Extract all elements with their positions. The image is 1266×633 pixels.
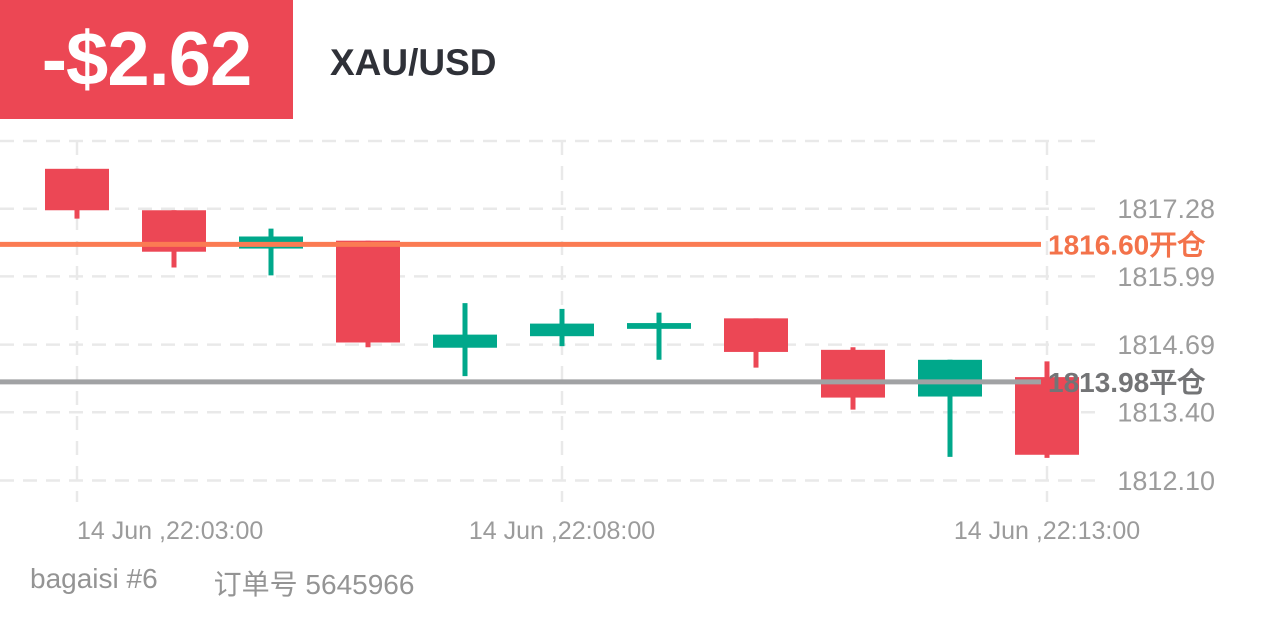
candle-up	[530, 323, 594, 337]
x-tick-label: 14 Jun ,22:08:00	[469, 517, 655, 545]
candle-down	[336, 240, 400, 343]
candle-down	[821, 349, 885, 398]
order-info: bagaisi #6 订单号 5645966	[30, 563, 414, 603]
candle-down	[724, 318, 788, 352]
x-tick-label: 14 Jun ,22:03:00	[77, 517, 263, 545]
y-tick-label: 1812.10	[1117, 466, 1215, 496]
y-tick-label: 1815.99	[1117, 262, 1215, 292]
candle-down	[1015, 377, 1079, 455]
open-position-label: 1816.60开仓	[1048, 229, 1206, 260]
x-tick-label: 14 Jun ,22:13:00	[954, 517, 1140, 545]
candle-up	[918, 359, 982, 397]
y-tick-label: 1813.40	[1117, 398, 1215, 428]
y-tick-label: 1817.28	[1117, 194, 1215, 224]
close-position-label: 1813.98平仓	[1048, 367, 1206, 398]
symbol-title: XAU/USD	[330, 42, 497, 83]
y-tick-label: 1814.69	[1117, 330, 1215, 360]
candle-up	[433, 334, 497, 348]
candle-down	[45, 168, 109, 211]
account-label: bagaisi #6	[30, 563, 158, 594]
pnl-badge: -$2.62	[0, 0, 293, 119]
order-number-label: 订单号 5645966	[213, 569, 415, 600]
pnl-value: -$2.62	[41, 17, 252, 102]
candle-up	[627, 323, 691, 329]
